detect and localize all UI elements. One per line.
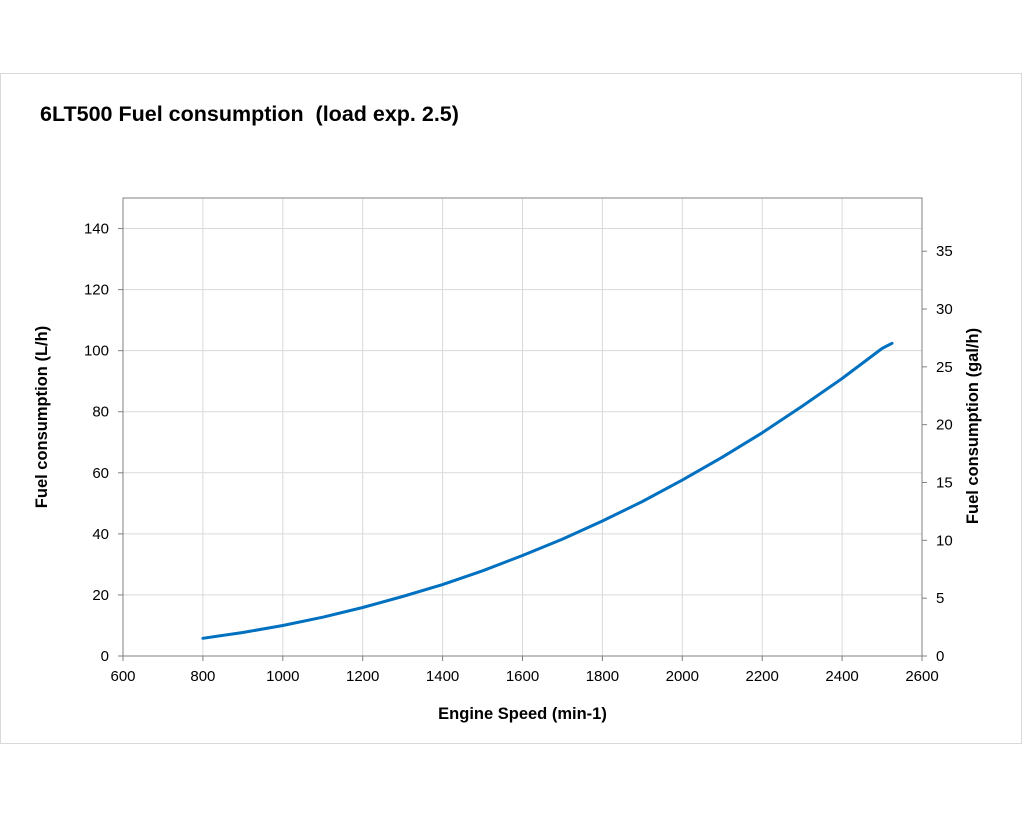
- series-layer: [201, 341, 894, 640]
- x-tick-label: 1000: [266, 668, 299, 685]
- x-tick-label: 2600: [905, 668, 938, 685]
- series-line-fuel-consumption: [201, 341, 894, 640]
- chart-frame: [0, 73, 1022, 744]
- y-tick-label: 0: [101, 648, 109, 665]
- chart-title: 6LT500 Fuel consumption (load exp. 2.5): [40, 102, 459, 126]
- y2-tick-label: 0: [936, 648, 944, 665]
- y2-axis-title: Fuel consumption (gal/h): [964, 328, 982, 524]
- x-tick-label: 600: [110, 668, 135, 685]
- x-tick-label: 2200: [746, 668, 779, 685]
- x-tick-label: 1800: [586, 668, 619, 685]
- y-tick-label: 20: [92, 587, 109, 604]
- x-axis-ticks: 600 800 1000 1200 1400 1600 1800 2000 2200 2400 26…: [110, 656, 939, 685]
- y2-tick-label: 25: [936, 359, 953, 376]
- y-axis-title: Fuel consumption (L/h): [33, 326, 51, 508]
- y-tick-label: 100: [84, 343, 109, 360]
- y2-axis-ticks: 0 5 10 15 20 25 30 35: [922, 243, 953, 665]
- y2-tick-label: 10: [936, 532, 953, 549]
- y2-tick-label: 20: [936, 417, 953, 434]
- y-tick-label: 40: [92, 526, 109, 543]
- grid: [123, 198, 922, 656]
- y2-tick-label: 30: [936, 301, 953, 318]
- x-axis-title: Engine Speed (min-1): [438, 705, 607, 723]
- x-tick-label: 1600: [506, 668, 539, 685]
- y-tick-label: 80: [92, 404, 109, 421]
- y-axis-ticks: 0 20 40 60 80 100 120 140: [84, 221, 123, 665]
- y2-tick-label: 15: [936, 475, 953, 492]
- x-tick-label: 1400: [426, 668, 459, 685]
- y2-tick-label: 35: [936, 243, 953, 260]
- x-tick-label: 1200: [346, 668, 379, 685]
- y2-tick-label: 5: [936, 590, 944, 607]
- y-tick-label: 140: [84, 221, 109, 238]
- x-tick-label: 2000: [666, 668, 699, 685]
- x-tick-label: 800: [190, 668, 215, 685]
- y-tick-label: 120: [84, 282, 109, 299]
- x-tick-label: 2400: [825, 668, 858, 685]
- y-tick-label: 60: [92, 465, 109, 482]
